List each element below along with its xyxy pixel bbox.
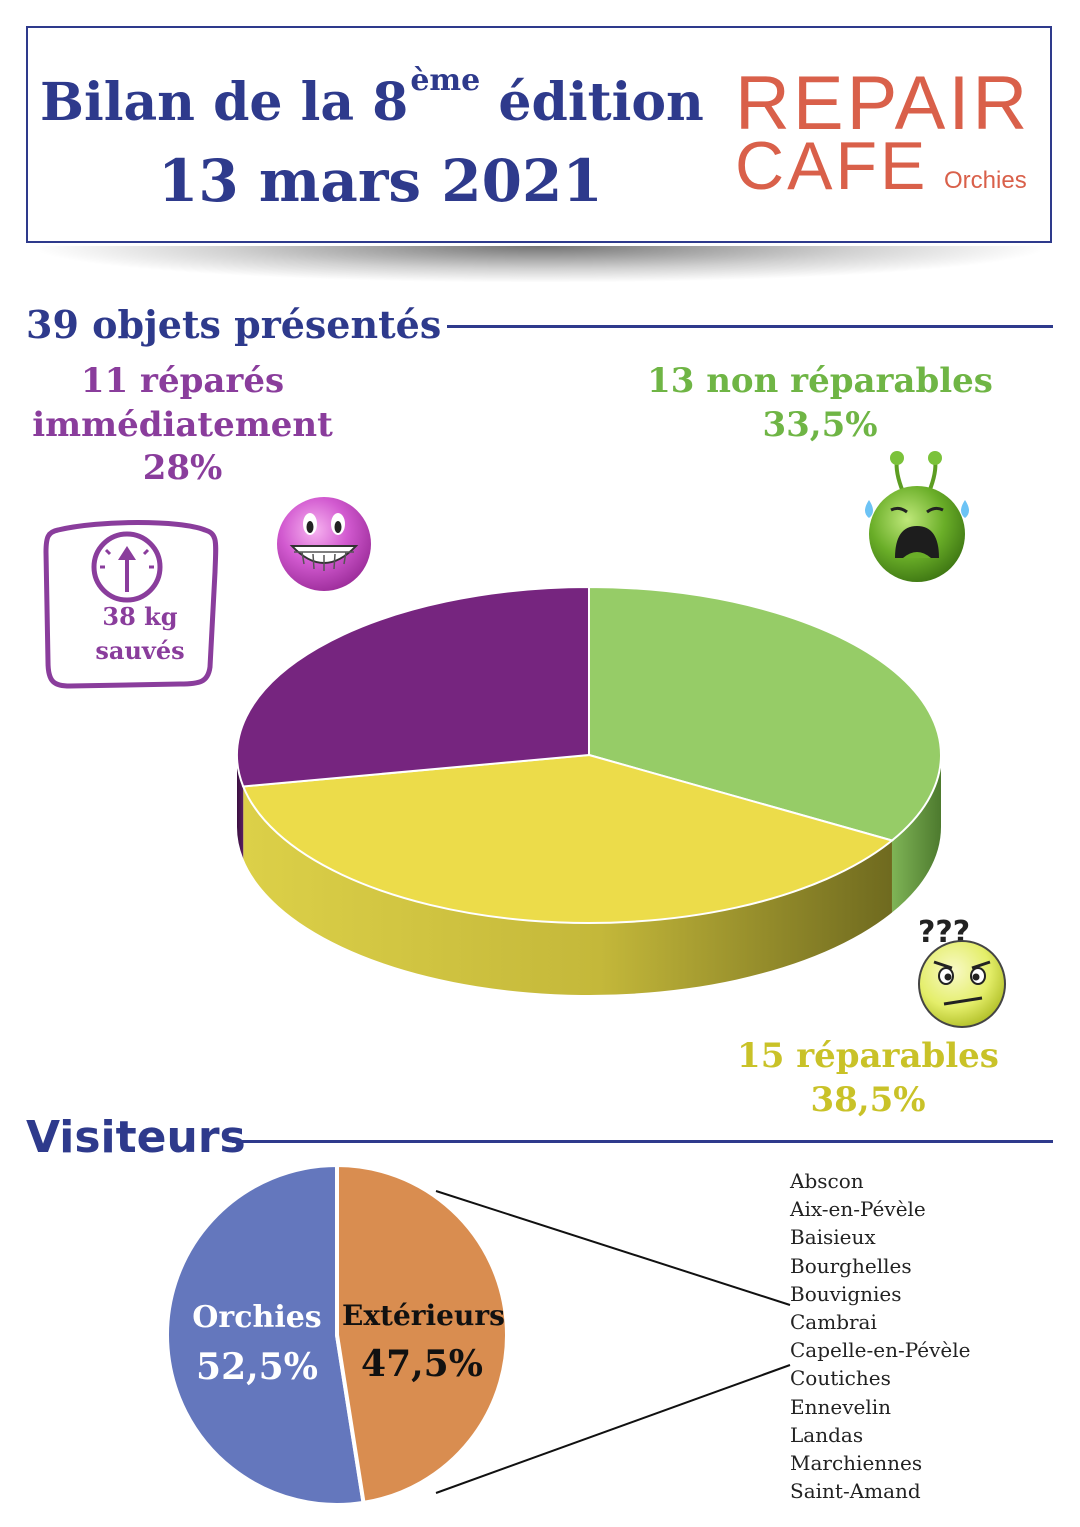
logo-cafe: CAFE	[735, 128, 929, 204]
confused-face-icon: ???	[918, 915, 1006, 1028]
exterieurs-percent: 47,5%	[361, 1343, 483, 1385]
exterieurs-slice	[335, 1162, 509, 1506]
repaired-slice	[236, 585, 590, 788]
towns-list: Abscon Aix-en-Pévèle Baisieux Bourghelles Bo…	[790, 1167, 971, 1505]
repairable-slice	[241, 753, 895, 924]
non-repairable-label: 13 non réparables 33,5%	[640, 360, 1000, 447]
repaired-count-label: 11 réparés	[80, 361, 285, 401]
grinning-face-icon	[277, 497, 371, 591]
town-item: Marchiennes	[790, 1451, 923, 1476]
repairable-count-label: 15 réparables	[737, 1036, 999, 1076]
orchies-percent: 52,5%	[196, 1346, 318, 1388]
repairable-slice-side	[243, 786, 892, 995]
objects-pie-chart	[236, 585, 942, 995]
objects-section-title: 39 objets présentés	[26, 302, 442, 347]
town-item: Capelle-en-Pévèle	[790, 1338, 971, 1363]
repairable-label: 15 réparables 38,5%	[718, 1035, 1018, 1122]
exterieurs-slice-label: Extérieurs 47,5%	[342, 1295, 505, 1391]
town-item: Bourghelles	[790, 1253, 912, 1278]
non-repairable-count-label: 13 non réparables	[647, 361, 993, 401]
town-item: Abscon	[790, 1169, 864, 1193]
town-item: Bouvignies	[790, 1281, 902, 1306]
non-repairable-percent-label: 33,5%	[762, 404, 878, 445]
repaired-slice-side	[237, 755, 244, 859]
non-repairable-slice	[588, 585, 942, 842]
town-item: Ennevelin	[790, 1394, 892, 1419]
orchies-slice	[165, 1162, 366, 1507]
town-item: Saint-Amand	[790, 1479, 921, 1504]
orchies-label: Orchies	[192, 1300, 322, 1335]
scale-icon	[43, 520, 219, 689]
callout-lines	[435, 1190, 791, 1494]
non-repairable-slice-side	[891, 755, 941, 913]
weight-value: 38 kg	[102, 602, 178, 631]
repairable-percent-label: 38,5%	[810, 1079, 926, 1120]
weight-saved: 38 kg sauvés	[60, 600, 220, 667]
town-item: Aix-en-Pévèle	[790, 1197, 926, 1222]
title-prefix: Bilan de la 8	[40, 72, 409, 133]
town-item: Cambrai	[790, 1310, 877, 1335]
header-shadow	[40, 246, 1040, 282]
weight-label: sauvés	[95, 635, 185, 665]
orchies-slice-label: Orchies 52,5%	[192, 1295, 322, 1394]
town-item: Baisieux	[790, 1225, 876, 1250]
exterieurs-label: Extérieurs	[342, 1299, 505, 1332]
repaired-subtitle-label: immédiatement	[32, 404, 333, 445]
header-box	[26, 26, 1052, 243]
page-title: Bilan de la 8ème édition	[40, 66, 704, 129]
visitors-section-title: Visiteurs	[26, 1112, 246, 1163]
crying-alien-icon	[865, 451, 969, 582]
objects-section-rule	[447, 325, 1053, 328]
logo-repair: REPAIR	[735, 61, 1031, 146]
repaired-label: 11 réparés immédiatement 28%	[20, 360, 345, 491]
town-item: Landas	[790, 1422, 864, 1447]
repaired-percent-label: 28%	[142, 448, 223, 489]
town-item: Coutiches	[790, 1366, 891, 1391]
title-superscript: ème	[410, 63, 481, 98]
logo-city: Orchies	[944, 167, 1027, 194]
visitors-section-rule	[232, 1140, 1053, 1143]
visitors-pie-chart	[165, 1162, 509, 1507]
title-suffix: édition	[480, 72, 704, 133]
event-date: 13 mars 2021	[158, 147, 603, 215]
